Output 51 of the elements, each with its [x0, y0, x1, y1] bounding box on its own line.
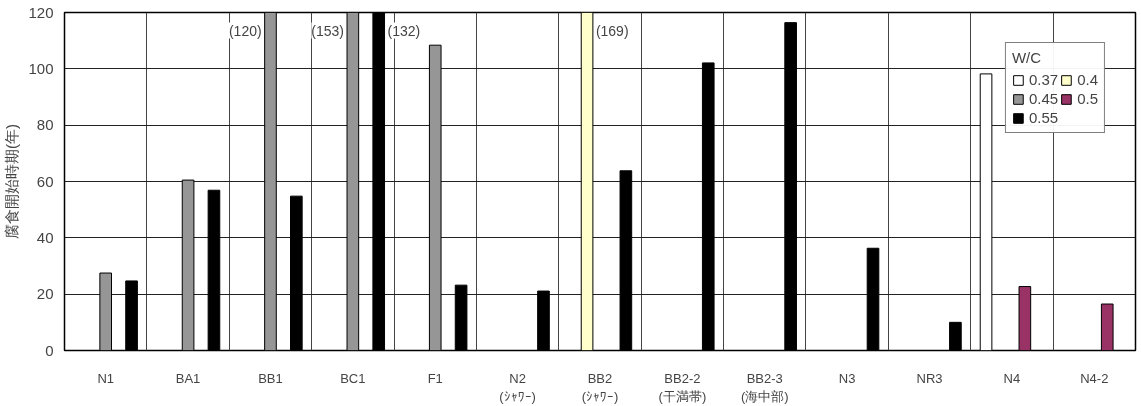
bar	[701, 62, 715, 351]
bar	[580, 12, 594, 351]
bar	[866, 247, 880, 351]
x-tick-label: BA1	[175, 370, 201, 386]
y-tick-label: 20	[36, 285, 54, 303]
bar	[99, 272, 113, 351]
x-tick-label: BB2 (ｼｬﾜｰ)	[581, 370, 619, 404]
y-tick-label: 60	[36, 172, 54, 190]
bar	[1100, 303, 1114, 351]
bar	[264, 12, 277, 351]
bar	[537, 290, 550, 351]
x-tick-label: BC1	[340, 370, 366, 386]
bar	[207, 189, 221, 351]
bar	[784, 22, 797, 351]
x-tick-label: N1	[97, 370, 115, 386]
annotation: (169)	[595, 22, 629, 39]
bar	[346, 12, 360, 351]
legend-title: W/C	[1011, 49, 1043, 66]
bar	[619, 170, 633, 351]
x-tick-label: N3	[838, 370, 856, 386]
y-tick-label: 40	[36, 228, 54, 246]
bar	[979, 73, 993, 351]
legend-label: 0.5	[1077, 90, 1098, 107]
x-tick-label: BB2-2 (干満帯)	[658, 370, 707, 404]
y-axis-title: 腐食開始時期(年)	[3, 124, 21, 239]
bar	[290, 195, 303, 351]
x-tick-label: N4	[1003, 370, 1021, 386]
bar	[949, 321, 962, 351]
legend-label: 0.4	[1077, 71, 1098, 88]
bar	[125, 280, 138, 351]
x-tick-label: BB1	[258, 370, 283, 386]
legend-label: 0.37	[1028, 71, 1059, 88]
bar	[1018, 286, 1032, 351]
bar	[454, 284, 468, 351]
y-tick-label: 0	[45, 341, 54, 359]
x-tick-label: F1	[427, 370, 443, 386]
x-tick-label: N4-2	[1080, 370, 1109, 386]
annotation: (153)	[311, 22, 345, 39]
bar	[428, 44, 442, 351]
x-tick-label: BB2-3 (海中部)	[740, 370, 789, 404]
annotation: (132)	[387, 22, 421, 39]
bar	[181, 179, 195, 351]
legend-label: 0.45	[1028, 90, 1059, 107]
x-tick-label: N2 (ｼｬﾜｰ)	[499, 370, 536, 404]
y-tick-label: 100	[28, 59, 54, 77]
y-tick-label: 120	[28, 3, 54, 21]
y-tick-label: 80	[36, 116, 54, 134]
bar	[372, 12, 386, 351]
x-tick-label: NR3	[916, 370, 943, 386]
annotation: (120)	[228, 22, 262, 39]
legend-label: 0.55	[1028, 109, 1059, 126]
